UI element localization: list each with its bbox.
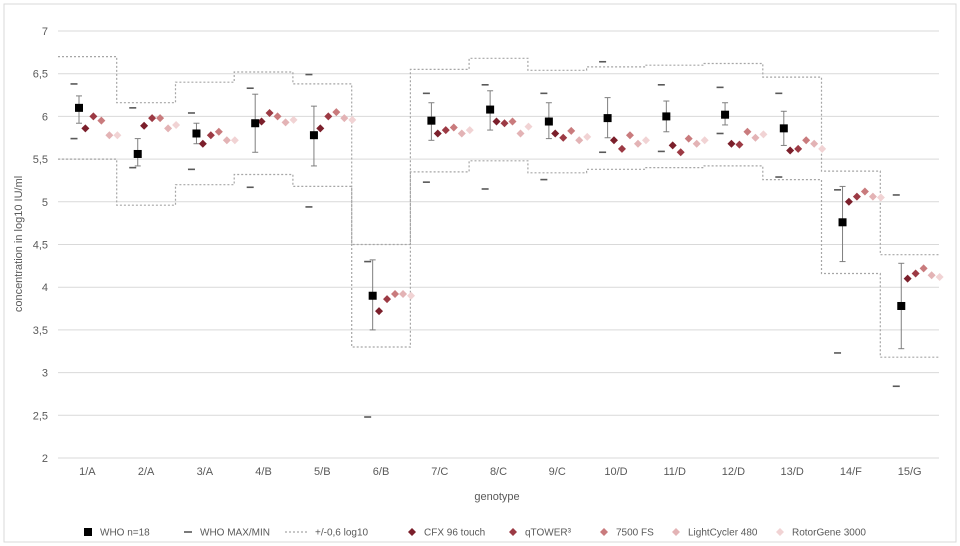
who-mean-point	[75, 104, 83, 112]
y-tick-label: 3,5	[33, 325, 48, 337]
who-mean-point	[545, 118, 553, 126]
who-mean-point	[486, 106, 494, 114]
who-mean-point	[310, 131, 318, 139]
legend-label: qTOWER³	[525, 528, 572, 539]
x-tick-label: 4/B	[255, 466, 272, 478]
x-tick-label: 8/C	[490, 466, 507, 478]
x-tick-label: 1/A	[79, 466, 96, 478]
x-tick-label: 13/D	[781, 466, 804, 478]
x-tick-label: 6/B	[373, 466, 390, 478]
who-mean-point	[604, 114, 612, 122]
y-tick-label: 7	[42, 26, 48, 38]
x-axis-title: genotype	[474, 491, 519, 503]
y-tick-label: 6	[42, 111, 48, 123]
legend-label: WHO n=18	[100, 528, 150, 539]
who-mean-point	[134, 150, 142, 158]
who-mean-point	[192, 129, 200, 137]
who-mean-point	[897, 302, 905, 310]
y-tick-label: 6,5	[33, 69, 48, 81]
who-mean-point	[251, 119, 259, 127]
legend-label: +/-0,6 log10	[315, 528, 369, 539]
y-tick-label: 2	[42, 453, 48, 465]
x-tick-label: 3/A	[197, 466, 214, 478]
x-tick-label: 15/G	[898, 466, 922, 478]
y-tick-label: 4	[42, 282, 48, 294]
chart-frame	[4, 4, 956, 542]
x-tick-label: 2/A	[138, 466, 155, 478]
x-tick-label: 5/B	[314, 466, 331, 478]
y-axis-title: concentration in log10 IU/ml	[13, 176, 25, 312]
x-tick-label: 10/D	[604, 466, 627, 478]
legend: WHO n=18 WHO MAX/MIN +/-0,6 log10 CFX 96 to…	[84, 528, 866, 539]
y-tick-label: 3	[42, 368, 48, 380]
who-mean-point	[369, 292, 377, 300]
x-tick-label: 7/C	[431, 466, 448, 478]
legend-swatch	[84, 528, 92, 536]
who-mean-point	[839, 218, 847, 226]
legend-label: LightCycler 480	[688, 528, 758, 539]
who-mean-point	[721, 111, 729, 119]
who-mean-point	[780, 124, 788, 132]
x-tick-label: 14/F	[840, 466, 862, 478]
y-tick-label: 2,5	[33, 410, 48, 422]
who-mean-point	[662, 112, 670, 120]
x-tick-labels: 1/A 2/A 3/A 4/B 5/B 6/B 7/C 8/C 9/C 10/D 11/D 12/D 1…	[79, 466, 921, 478]
x-tick-label: 11/D	[663, 466, 685, 478]
legend-label: WHO MAX/MIN	[200, 528, 270, 539]
x-tick-label: 12/D	[722, 466, 745, 478]
legend-label: RotorGene 3000	[792, 528, 866, 539]
x-tick-label: 9/C	[549, 466, 566, 478]
y-tick-label: 5,5	[33, 154, 48, 166]
legend-label: CFX 96 touch	[424, 528, 485, 539]
legend-label: 7500 FS	[616, 528, 654, 539]
who-mean-point	[427, 117, 435, 125]
y-tick-label: 4,5	[33, 240, 48, 252]
y-tick-label: 5	[42, 197, 48, 209]
